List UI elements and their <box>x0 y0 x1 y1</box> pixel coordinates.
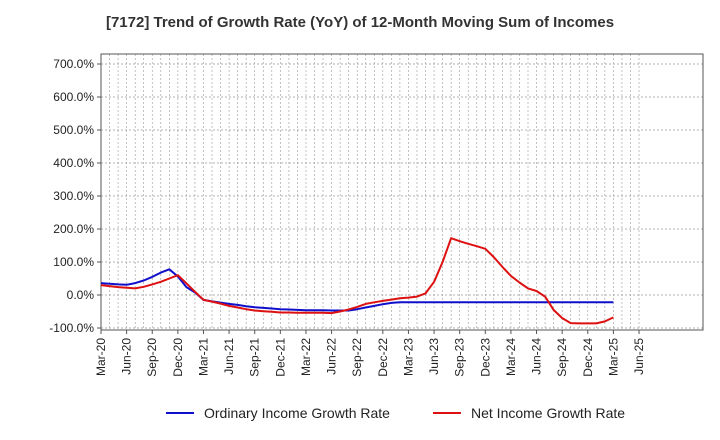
x-tick-label: Sep-24 <box>555 338 569 377</box>
legend-line-net <box>433 412 461 414</box>
x-tick-label: Mar-25 <box>606 338 620 376</box>
x-tick-label: Dec-23 <box>478 338 492 377</box>
x-tick-label: Mar-20 <box>94 338 108 376</box>
x-axis: Mar-20 Jun-20 Sep-20 Dec-20 Mar-21 Jun-21 Sep-… <box>94 330 646 377</box>
chart-title: [7172] Trend of Growth Rate (YoY) of 12-… <box>105 14 615 31</box>
legend: Ordinary Income Growth Rate Net Income G… <box>0 405 720 425</box>
legend-label-ordinary: Ordinary Income Growth Rate <box>204 405 390 421</box>
x-tick-label: Jun-24 <box>530 338 544 375</box>
x-tick-label: Jun-21 <box>222 338 236 375</box>
y-tick-label: 0.0% <box>67 288 95 302</box>
series-line-net-income <box>100 237 614 325</box>
legend-label-net: Net Income Growth Rate <box>471 405 626 421</box>
y-tick-label: -100.0% <box>49 321 94 335</box>
x-tick-label: Mar-21 <box>196 338 210 376</box>
legend-item-ordinary: Ordinary Income Growth Rate <box>166 405 390 421</box>
legend-line-ordinary <box>166 412 194 414</box>
y-tick-label: 600.0% <box>53 90 94 104</box>
x-tick-label: Dec-20 <box>171 338 185 377</box>
y-axis: -100.0% 0.0% 100.0% 200.0% 300.0% 400.0% 500.0… <box>49 57 101 335</box>
plot-frame <box>100 53 704 331</box>
x-tick-label: Mar-24 <box>504 338 518 376</box>
series-line-ordinary-income <box>100 268 614 312</box>
x-tick-label: Jun-22 <box>325 338 339 375</box>
x-tick-label: Sep-22 <box>350 338 364 377</box>
y-tick-label: 400.0% <box>53 156 94 170</box>
x-tick-label: Dec-24 <box>581 338 595 377</box>
y-tick-label: 700.0% <box>53 57 94 71</box>
x-tick-label: Jun-25 <box>632 338 646 375</box>
y-tick-label: 500.0% <box>53 123 94 137</box>
y-tick-label: 200.0% <box>53 222 94 236</box>
legend-item-net: Net Income Growth Rate <box>433 405 625 421</box>
x-tick-label: Jun-23 <box>427 338 441 375</box>
x-tick-label: Dec-22 <box>376 338 390 377</box>
y-tick-label: 100.0% <box>53 255 94 269</box>
x-tick-label: Mar-22 <box>299 338 313 376</box>
x-tick-label: Dec-21 <box>273 338 287 377</box>
series-layer <box>100 237 614 325</box>
x-tick-label: Mar-23 <box>401 338 415 376</box>
x-tick-label: Sep-20 <box>145 338 159 377</box>
x-tick-label: Jun-20 <box>120 338 134 375</box>
y-tick-label: 300.0% <box>53 189 94 203</box>
x-tick-label: Sep-23 <box>453 338 467 377</box>
x-tick-label: Sep-21 <box>248 338 262 377</box>
